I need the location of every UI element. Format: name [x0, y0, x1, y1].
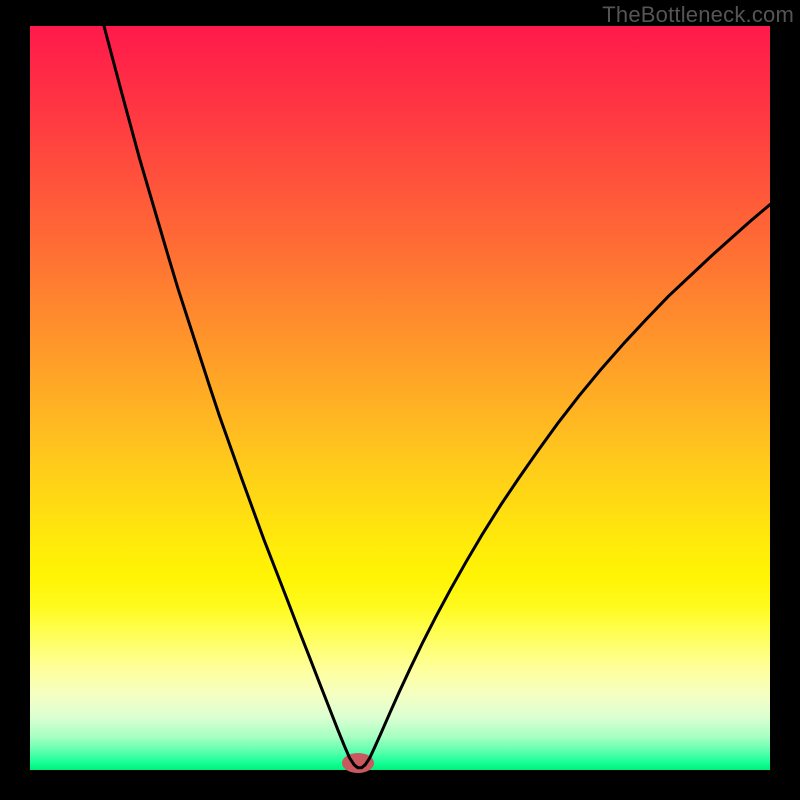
curve-path [104, 26, 770, 768]
chart-frame: TheBottleneck.com [0, 0, 800, 800]
bottleneck-curve [30, 26, 770, 770]
watermark-text: TheBottleneck.com [602, 2, 794, 28]
